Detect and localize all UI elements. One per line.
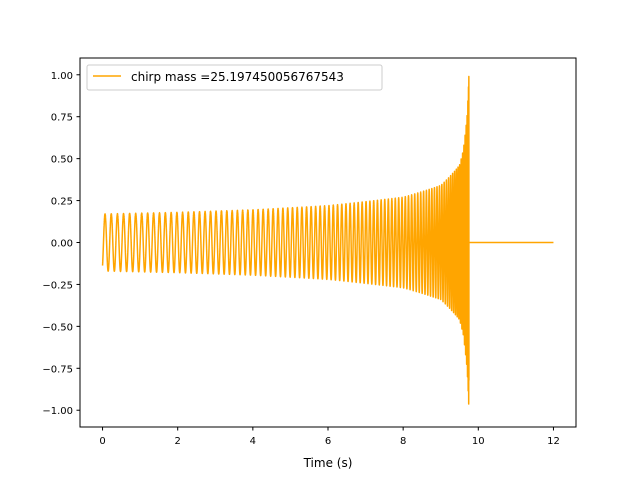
y-tick-label: 0.25 [51,197,73,208]
y-axis: 1.00 0.75 0.50 0.25 0.00 −0.25 −0.50 −0.75 −1.00 [42,71,80,417]
x-tick-label: 4 [250,436,256,447]
y-tick-label: −0.25 [42,280,73,291]
y-tick-label: 0.50 [51,155,73,166]
y-tick-label: 1.00 [51,71,73,82]
x-tick-label: 0 [99,436,105,447]
legend-box [86,64,383,91]
plot-area [101,75,554,405]
legend: chirp mass =25.197450056767543 [86,64,383,91]
x-tick-label: 2 [175,436,181,447]
x-tick-label: 10 [472,436,485,447]
x-axis-label: Time (s) [303,456,353,470]
y-tick-label: 0.75 [51,113,73,124]
y-tick-label: −0.75 [42,364,73,375]
x-tick-label: 6 [325,436,331,447]
y-tick-label: −1.00 [42,406,73,417]
y-tick-label: −0.50 [42,322,73,333]
x-axis: 0 2 4 6 8 10 12 [99,427,560,447]
legend-label: chirp mass =25.197450056767543 [131,70,344,84]
x-tick-label: 8 [400,436,406,447]
series-line-chirp [101,75,554,405]
y-tick-label: 0.00 [51,239,73,250]
x-tick-label: 12 [547,436,560,447]
